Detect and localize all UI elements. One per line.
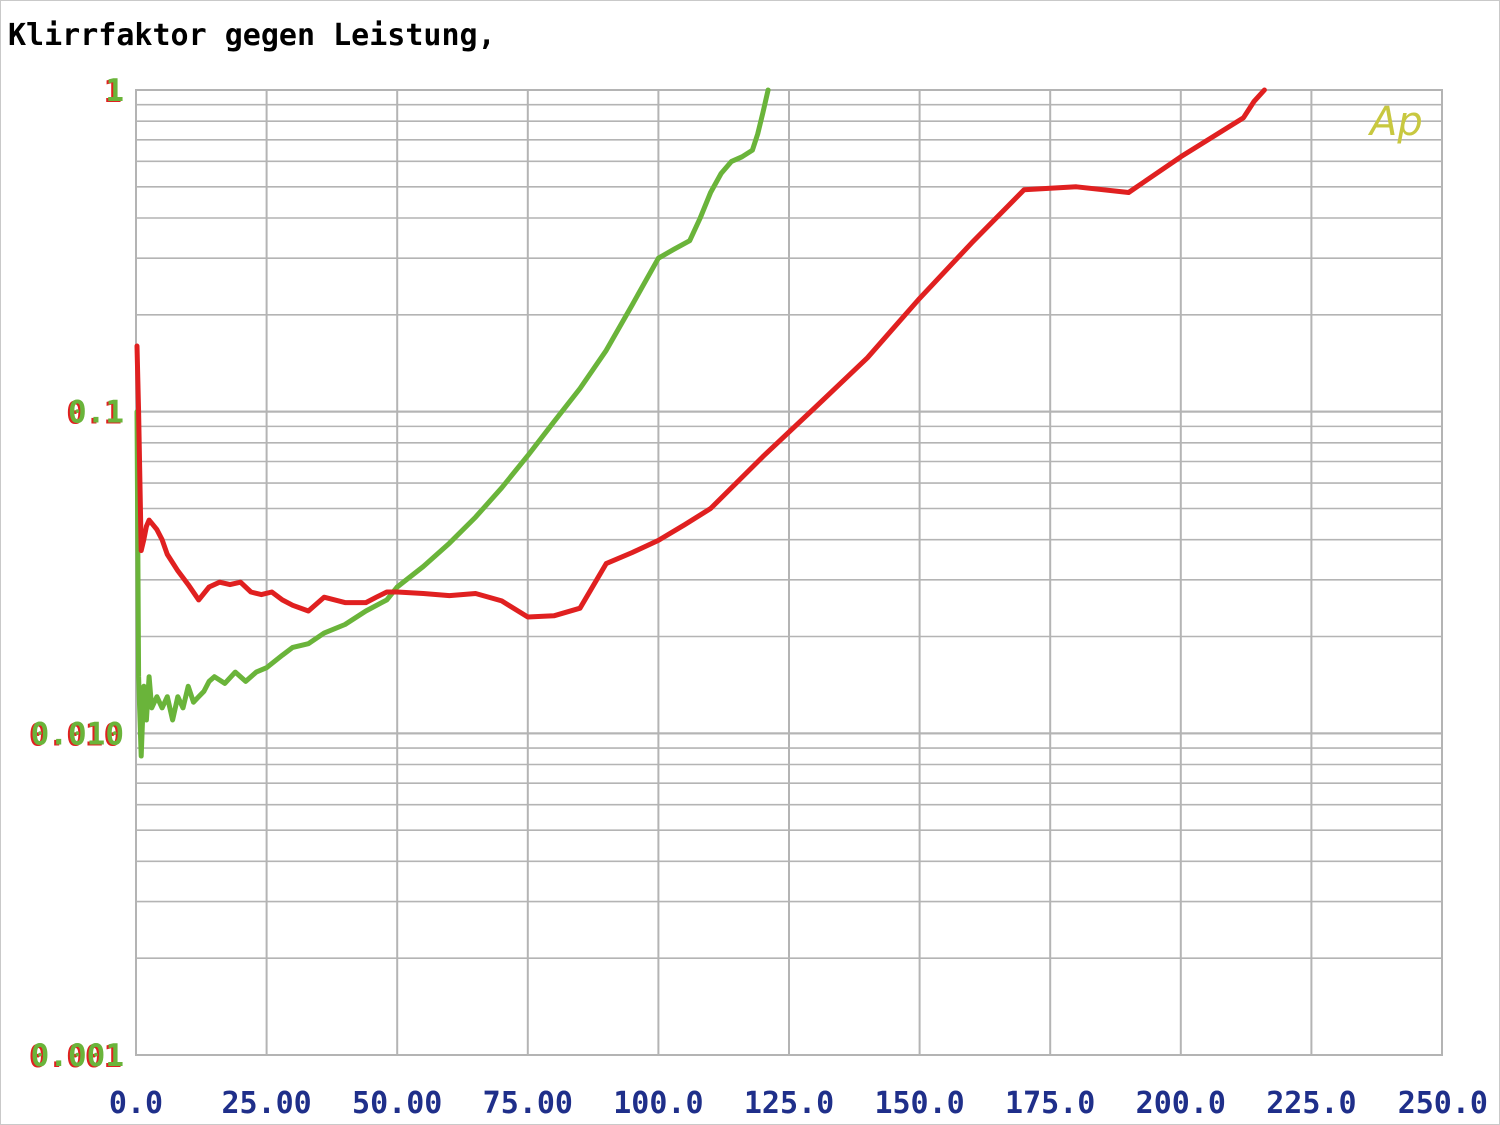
x-tick-labels: 0.0 25.00 50.00 75.00 100.0 125.0 150.0 175.0 20… — [109, 1086, 1488, 1121]
grid-lines — [135, 89, 1443, 1056]
x-tick-label: 75.00 — [483, 1086, 573, 1121]
y-tick-label: 1 — [105, 73, 124, 109]
y-tick-label: 0.010 — [31, 716, 124, 752]
series-line-red — [134, 87, 1267, 620]
series-line-green — [134, 87, 771, 759]
x-tick-label: 225.0 — [1266, 1086, 1356, 1121]
y-tick-label-shadow: 0.001 — [29, 1039, 122, 1075]
x-tick-label: 50.00 — [352, 1086, 442, 1121]
series-lines — [134, 87, 1267, 759]
x-tick-label: 175.0 — [1005, 1086, 1095, 1121]
y-tick-label: 0.001 — [31, 1038, 124, 1074]
x-tick-label: 25.00 — [221, 1086, 311, 1121]
y-tick-label-shadow: 0.010 — [29, 717, 122, 753]
x-tick-label: 250.0 — [1398, 1086, 1488, 1121]
x-tick-label: 150.0 — [874, 1086, 964, 1121]
y-tick-label-shadow: 0.1 — [66, 396, 122, 432]
x-tick-label: 0.0 — [109, 1086, 163, 1121]
ap-logo: Ap — [1367, 99, 1423, 145]
y-tick-label-shadow: 1 — [103, 74, 122, 110]
x-tick-label: 125.0 — [744, 1086, 834, 1121]
x-tick-label: 200.0 — [1136, 1086, 1226, 1121]
y-tick-label: 0.1 — [68, 395, 124, 431]
x-tick-label: 100.0 — [613, 1086, 703, 1121]
chart-title: Klirrfaktor gegen Leistung, — [8, 18, 496, 53]
